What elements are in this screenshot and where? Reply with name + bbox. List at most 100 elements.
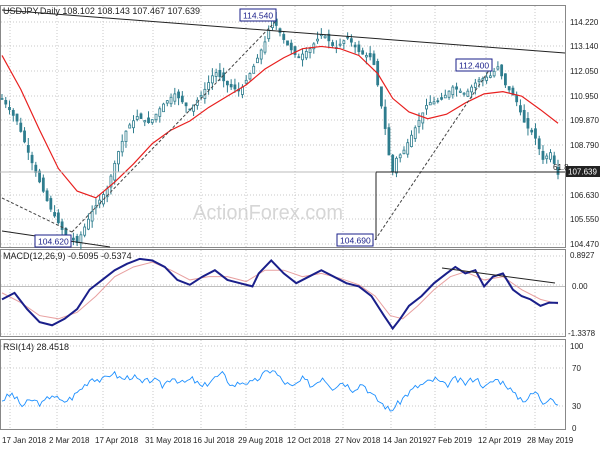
price-candle <box>222 67 226 88</box>
annotation-104620: 104.620 <box>34 234 72 248</box>
y-tick-110950: 110.950 <box>570 92 599 101</box>
candle-body <box>413 127 417 139</box>
price-candle <box>139 112 143 119</box>
annotation-112400: 112.400 <box>455 58 493 72</box>
price-panel-frame <box>0 5 566 248</box>
price-candle <box>368 46 372 61</box>
price-candle <box>192 104 195 117</box>
candle-body <box>226 80 229 86</box>
price-candle <box>278 27 282 37</box>
price-candle <box>541 145 545 164</box>
price-candle <box>207 75 211 95</box>
price-candle <box>556 159 560 180</box>
price-candle <box>98 195 102 209</box>
candle-body <box>278 28 282 33</box>
candle-body <box>526 118 530 129</box>
candle-body <box>109 175 113 188</box>
candle-body <box>365 55 368 58</box>
candle-body <box>162 103 165 113</box>
candle-body <box>192 104 195 112</box>
candle-body <box>26 145 30 153</box>
candle-body <box>19 122 23 132</box>
candle-body <box>462 92 466 95</box>
macd-main-line <box>1 257 559 331</box>
rsi-header: RSI(14) 28.4518 <box>3 342 69 352</box>
candle-body <box>267 29 271 40</box>
y-tick-106630: 106.630 <box>570 191 599 200</box>
candle-body <box>346 36 350 39</box>
price-candle <box>79 231 83 250</box>
candle-body <box>289 42 293 51</box>
price-header: USDJPY,Daily 108.102 108.143 107.467 107… <box>3 6 200 16</box>
x-tick-9: 27 Feb 2019 <box>427 436 472 445</box>
price-candle <box>56 209 60 225</box>
y-tick-113140: 113.140 <box>570 42 599 51</box>
macd-trendline <box>441 267 556 284</box>
candle-body <box>139 113 143 119</box>
macd-header: MACD(12,26,9) -0.5095 -0.5374 <box>3 251 132 261</box>
price-candle <box>316 31 319 44</box>
price-candle <box>177 89 180 106</box>
candle-body <box>504 73 507 86</box>
price-candle <box>169 93 173 108</box>
price-candle <box>421 112 425 130</box>
annotation-104620-label: 104.620 <box>38 237 69 247</box>
candle-body <box>417 119 421 127</box>
candle-body <box>432 101 436 105</box>
price-candle <box>135 109 139 122</box>
upper-trendline <box>1 9 566 54</box>
price-candle <box>143 120 147 127</box>
candle-body <box>398 154 402 159</box>
price-candle <box>455 82 458 97</box>
y-tick-108790: 108.790 <box>570 141 599 150</box>
rsi-line <box>1 370 559 412</box>
price-candle <box>83 223 87 238</box>
price-candle <box>214 68 218 83</box>
candle-body <box>451 86 455 96</box>
price-candle <box>440 92 443 101</box>
price-candle <box>45 188 49 202</box>
price-candle <box>304 47 308 61</box>
price-candle <box>8 100 11 115</box>
price-candle <box>519 99 522 116</box>
price-candle <box>425 98 428 115</box>
candle-body <box>199 95 203 98</box>
price-candle <box>252 63 256 74</box>
price-candle <box>380 86 383 109</box>
candle-body <box>0 98 4 100</box>
annotation-114540-label: 114.540 <box>243 11 273 21</box>
x-tick-10: 12 Apr 2019 <box>478 436 522 445</box>
candle-body <box>534 128 537 139</box>
candle-body <box>49 198 53 210</box>
candle-body <box>41 177 45 192</box>
x-tick-8: 14 Jan 2019 <box>383 436 428 445</box>
candle-body <box>256 57 259 64</box>
price-candle <box>53 205 56 218</box>
price-candle <box>447 90 451 100</box>
rsi-tick-100: 100 <box>570 342 584 351</box>
price-candle <box>120 134 124 157</box>
y-tick-114220: 114.220 <box>570 18 599 27</box>
candle-body <box>440 97 443 100</box>
candle-body <box>349 38 353 43</box>
price-candle <box>428 95 432 106</box>
candle-body <box>158 108 162 117</box>
watermark-text: ActionForex.com <box>193 202 343 224</box>
x-tick-4: 16 Jul 2018 <box>193 436 235 445</box>
price-candle <box>534 123 537 145</box>
candle-body <box>244 79 248 84</box>
candle-body <box>143 120 147 123</box>
candle-body <box>304 50 308 59</box>
price-candle <box>233 78 237 93</box>
price-candle <box>184 102 188 113</box>
candle-body <box>132 120 135 129</box>
price-candle <box>357 40 361 56</box>
y-tick-104470: 104.470 <box>570 240 599 249</box>
price-candle <box>387 123 391 156</box>
candle-body <box>8 106 11 111</box>
price-candle <box>263 36 267 55</box>
price-candle <box>218 63 222 82</box>
candle-body <box>421 112 425 124</box>
candle-body <box>210 75 214 84</box>
candle-body <box>331 42 334 46</box>
